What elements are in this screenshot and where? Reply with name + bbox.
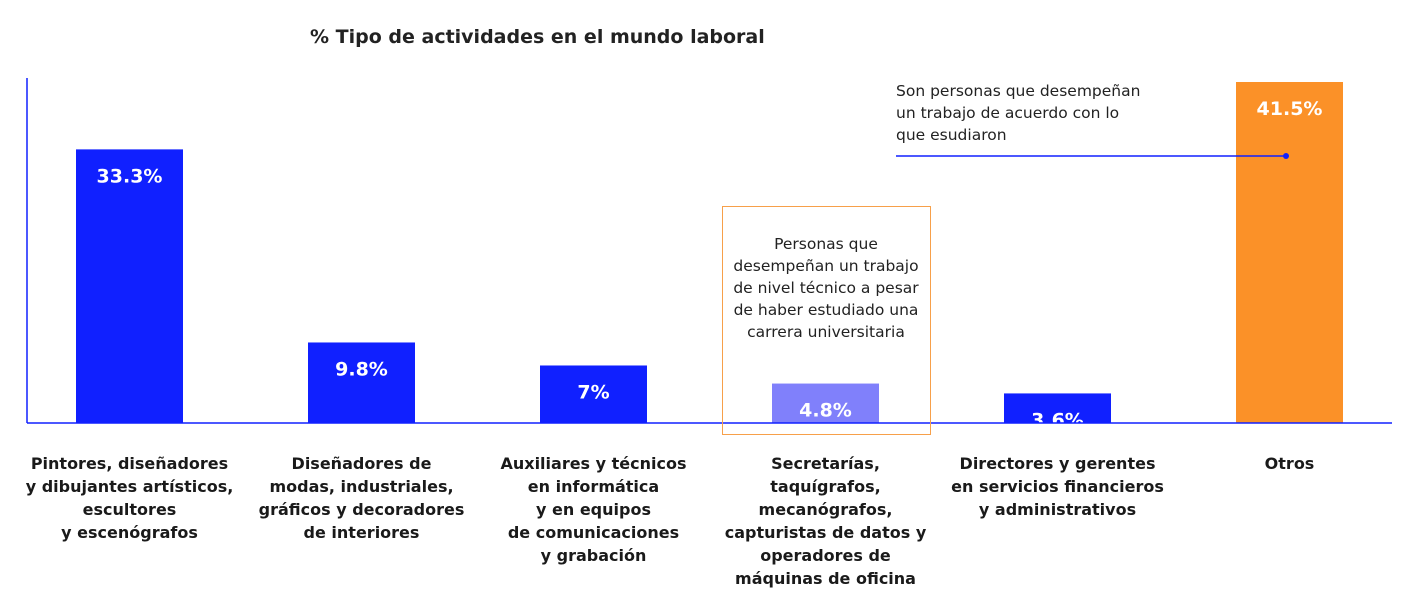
data-label: 7% (577, 381, 609, 403)
annotation-leader-dot (1283, 153, 1289, 159)
data-label: 9.8% (335, 358, 388, 380)
category-label: Pintores, diseñadores y dibujantes artís… (25, 454, 234, 542)
data-label: 4.8% (799, 400, 852, 422)
bar (1004, 393, 1111, 423)
data-label: 41.5% (1257, 98, 1323, 120)
bar (772, 383, 879, 423)
highlight-box (722, 206, 931, 435)
data-label: 3.6% (1031, 409, 1084, 431)
category-label: Secretarías, taquígrafos, mecanógrafos, … (724, 454, 927, 588)
annotation-secretarias: Personas que desempeñan un trabajo de ni… (733, 235, 919, 341)
chart-title: % Tipo de actividades en el mundo labora… (310, 26, 765, 48)
category-label: Diseñadores de modas, industriales, gráf… (258, 454, 465, 542)
category-label: Otros (1264, 454, 1315, 473)
bar (1236, 82, 1343, 423)
category-label: Directores y gerentes en servicios finan… (951, 454, 1164, 519)
category-label: Auxiliares y técnicos en informática y e… (500, 454, 687, 565)
bar (308, 342, 415, 423)
bar (76, 149, 183, 424)
annotation-otros: Son personas que desempeñan un trabajo d… (896, 82, 1141, 144)
bar (540, 365, 647, 423)
data-label: 33.3% (97, 165, 163, 187)
